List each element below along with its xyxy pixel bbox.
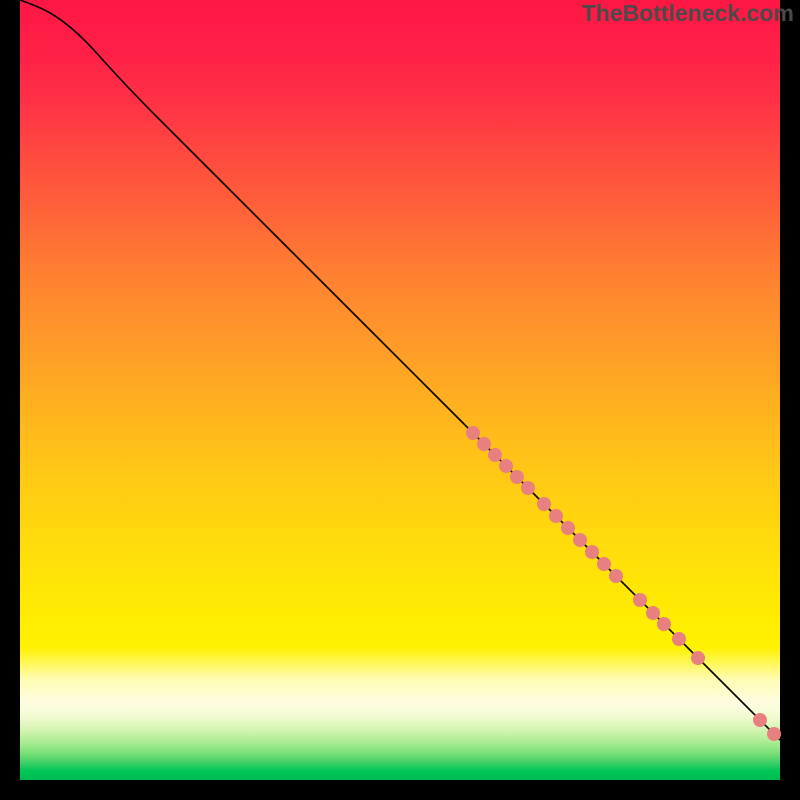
- chart-container: TheBottleneck.com: [0, 0, 800, 800]
- data-marker: [561, 521, 575, 535]
- data-marker: [646, 606, 660, 620]
- data-marker: [510, 470, 524, 484]
- data-marker: [499, 459, 513, 473]
- data-marker: [633, 593, 647, 607]
- data-marker: [753, 713, 767, 727]
- data-marker: [585, 545, 599, 559]
- data-marker: [488, 448, 502, 462]
- gradient-background: [20, 0, 780, 780]
- data-marker: [466, 426, 480, 440]
- data-marker: [691, 651, 705, 665]
- data-marker: [767, 727, 781, 741]
- bottleneck-chart: [0, 0, 800, 800]
- data-marker: [537, 497, 551, 511]
- data-marker: [657, 617, 671, 631]
- data-marker: [672, 632, 686, 646]
- data-marker: [609, 569, 623, 583]
- data-marker: [573, 533, 587, 547]
- data-marker: [597, 557, 611, 571]
- data-marker: [477, 437, 491, 451]
- data-marker: [549, 509, 563, 523]
- data-marker: [521, 481, 535, 495]
